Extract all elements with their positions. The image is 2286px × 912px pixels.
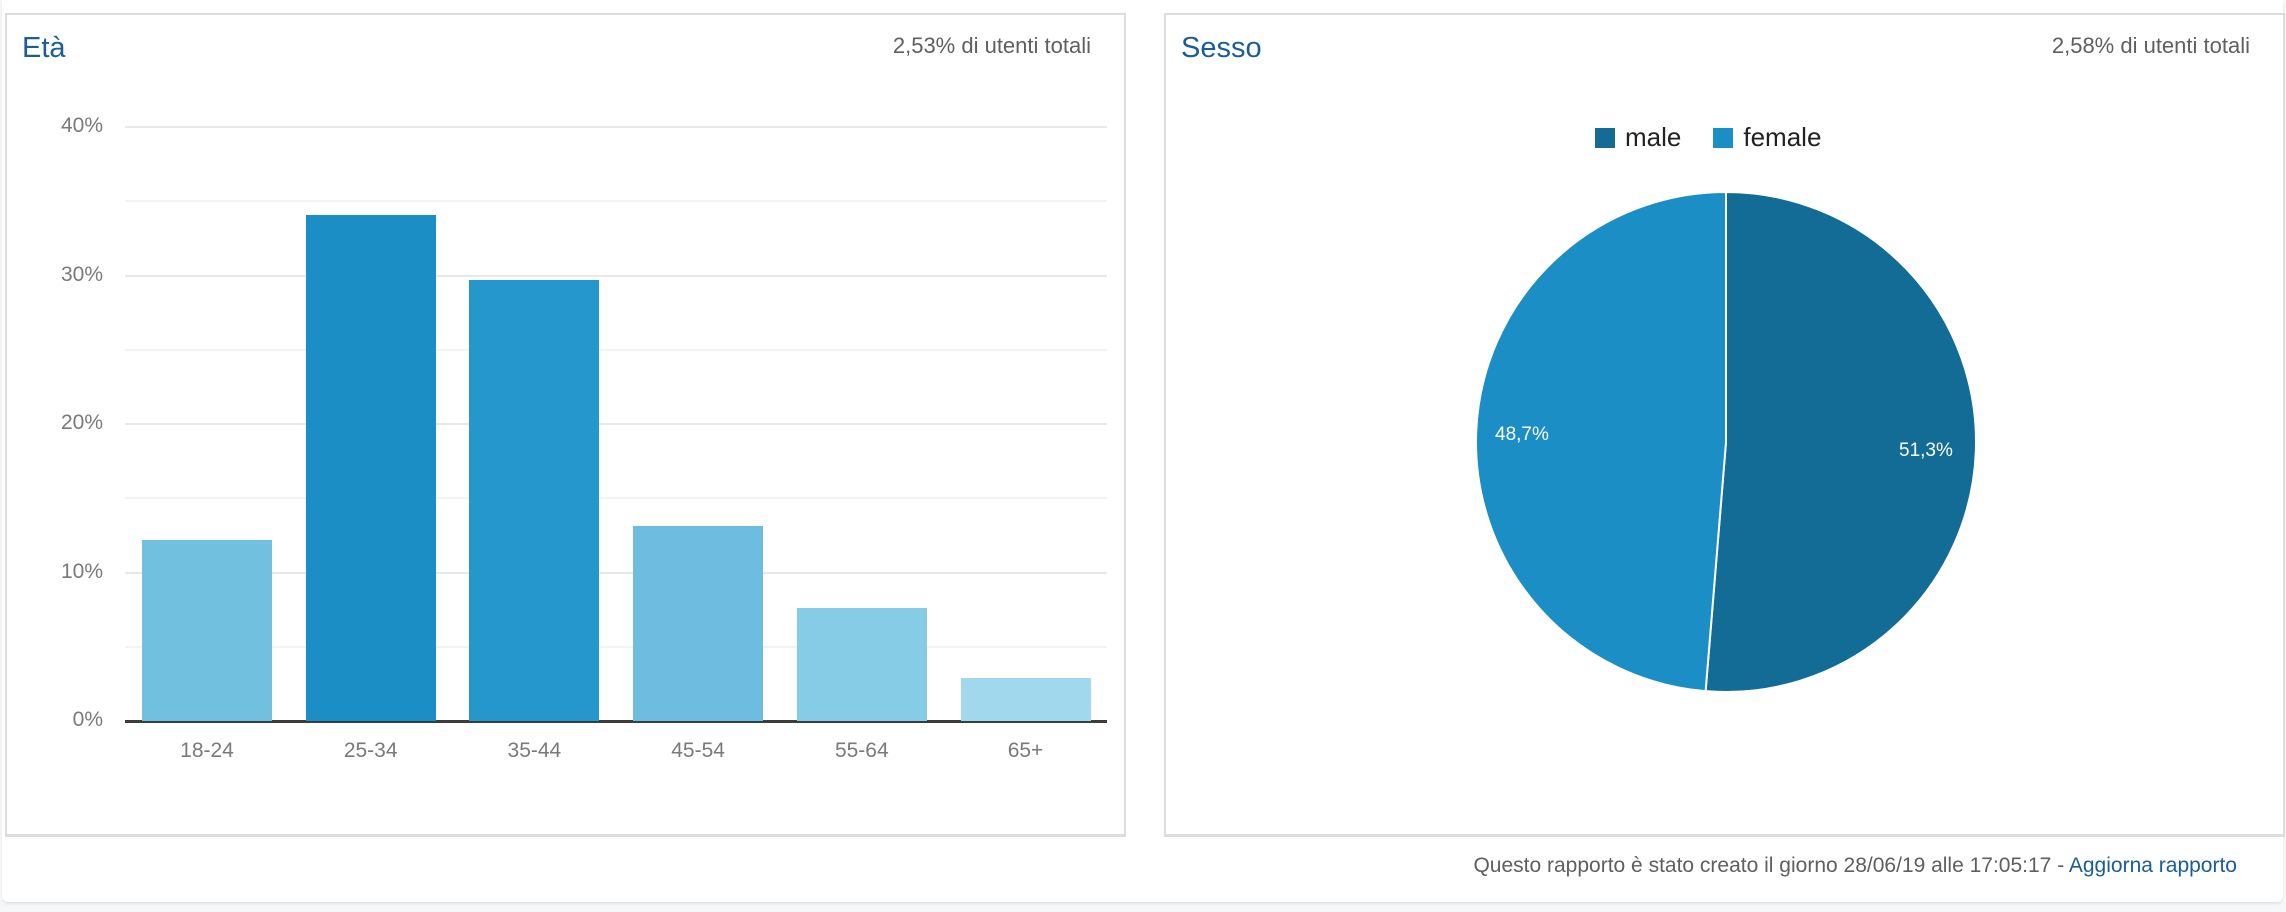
x-axis-line	[125, 720, 1107, 723]
gridline	[125, 274, 1107, 277]
age-panel: Età 2,53% di utenti totali 0% 10% 20% 30% 40…	[5, 13, 1126, 837]
x-tick-label: 45-54	[671, 739, 725, 762]
gender-panel: Sesso 2,58% di utenti totali male female…	[1164, 13, 2285, 837]
age-title: Età	[22, 32, 66, 64]
gender-pie-chart	[1475, 190, 1977, 693]
refresh-report-link[interactable]: Aggiorna rapporto	[2068, 854, 2237, 877]
legend-item-female[interactable]: female	[1713, 122, 1821, 153]
x-tick-label: 25-34	[343, 739, 398, 762]
report-created-text: Questo rapporto è stato creato il giorno…	[1473, 854, 2065, 877]
legend-item-male[interactable]: male	[1595, 122, 1681, 153]
pie-label-female: 48,7%	[1495, 424, 1549, 445]
pie-slice-male[interactable]	[1704, 190, 1977, 693]
gridline	[125, 126, 1107, 128]
bar-65+[interactable]	[960, 677, 1091, 721]
bar-45-54[interactable]	[633, 526, 764, 721]
legend-label-male: male	[1625, 122, 1682, 152]
bar-55-64[interactable]	[796, 608, 927, 721]
y-tick-label: 30%	[60, 262, 103, 286]
gridline	[125, 571, 1107, 574]
bar-18-24[interactable]	[142, 539, 272, 721]
bar-25-34[interactable]	[305, 214, 436, 721]
gridline	[125, 348, 1107, 351]
male-swatch-icon	[1595, 127, 1615, 148]
y-tick-label: 0%	[72, 708, 103, 731]
bar-35-44[interactable]	[469, 279, 600, 721]
x-tick-label: 65+	[1007, 739, 1044, 762]
gender-legend: male female	[1595, 122, 1853, 153]
pie-label-male: 51,3%	[1899, 440, 1953, 461]
y-tick-label: 20%	[60, 411, 103, 434]
pie-slice-female[interactable]	[1475, 190, 1727, 693]
female-swatch-icon	[1713, 127, 1734, 148]
gridline	[125, 200, 1107, 203]
x-tick-label: 18-24	[180, 739, 234, 762]
x-tick-label: 35-44	[507, 739, 562, 762]
legend-label-female: female	[1743, 122, 1822, 152]
x-tick-label: 55-64	[834, 739, 889, 762]
gender-users-share: 2,58% di utenti totali	[2051, 33, 2250, 58]
y-tick-label: 40%	[60, 114, 103, 137]
y-tick-label: 10%	[60, 559, 103, 583]
gridline	[125, 497, 1107, 500]
gridline	[125, 645, 1107, 648]
gridline	[125, 423, 1107, 425]
gender-title: Sesso	[1181, 32, 1262, 64]
report-footer: Questo rapporto è stato creato il giorno…	[1473, 854, 2237, 878]
age-users-share: 2,53% di utenti totali	[892, 33, 1091, 58]
